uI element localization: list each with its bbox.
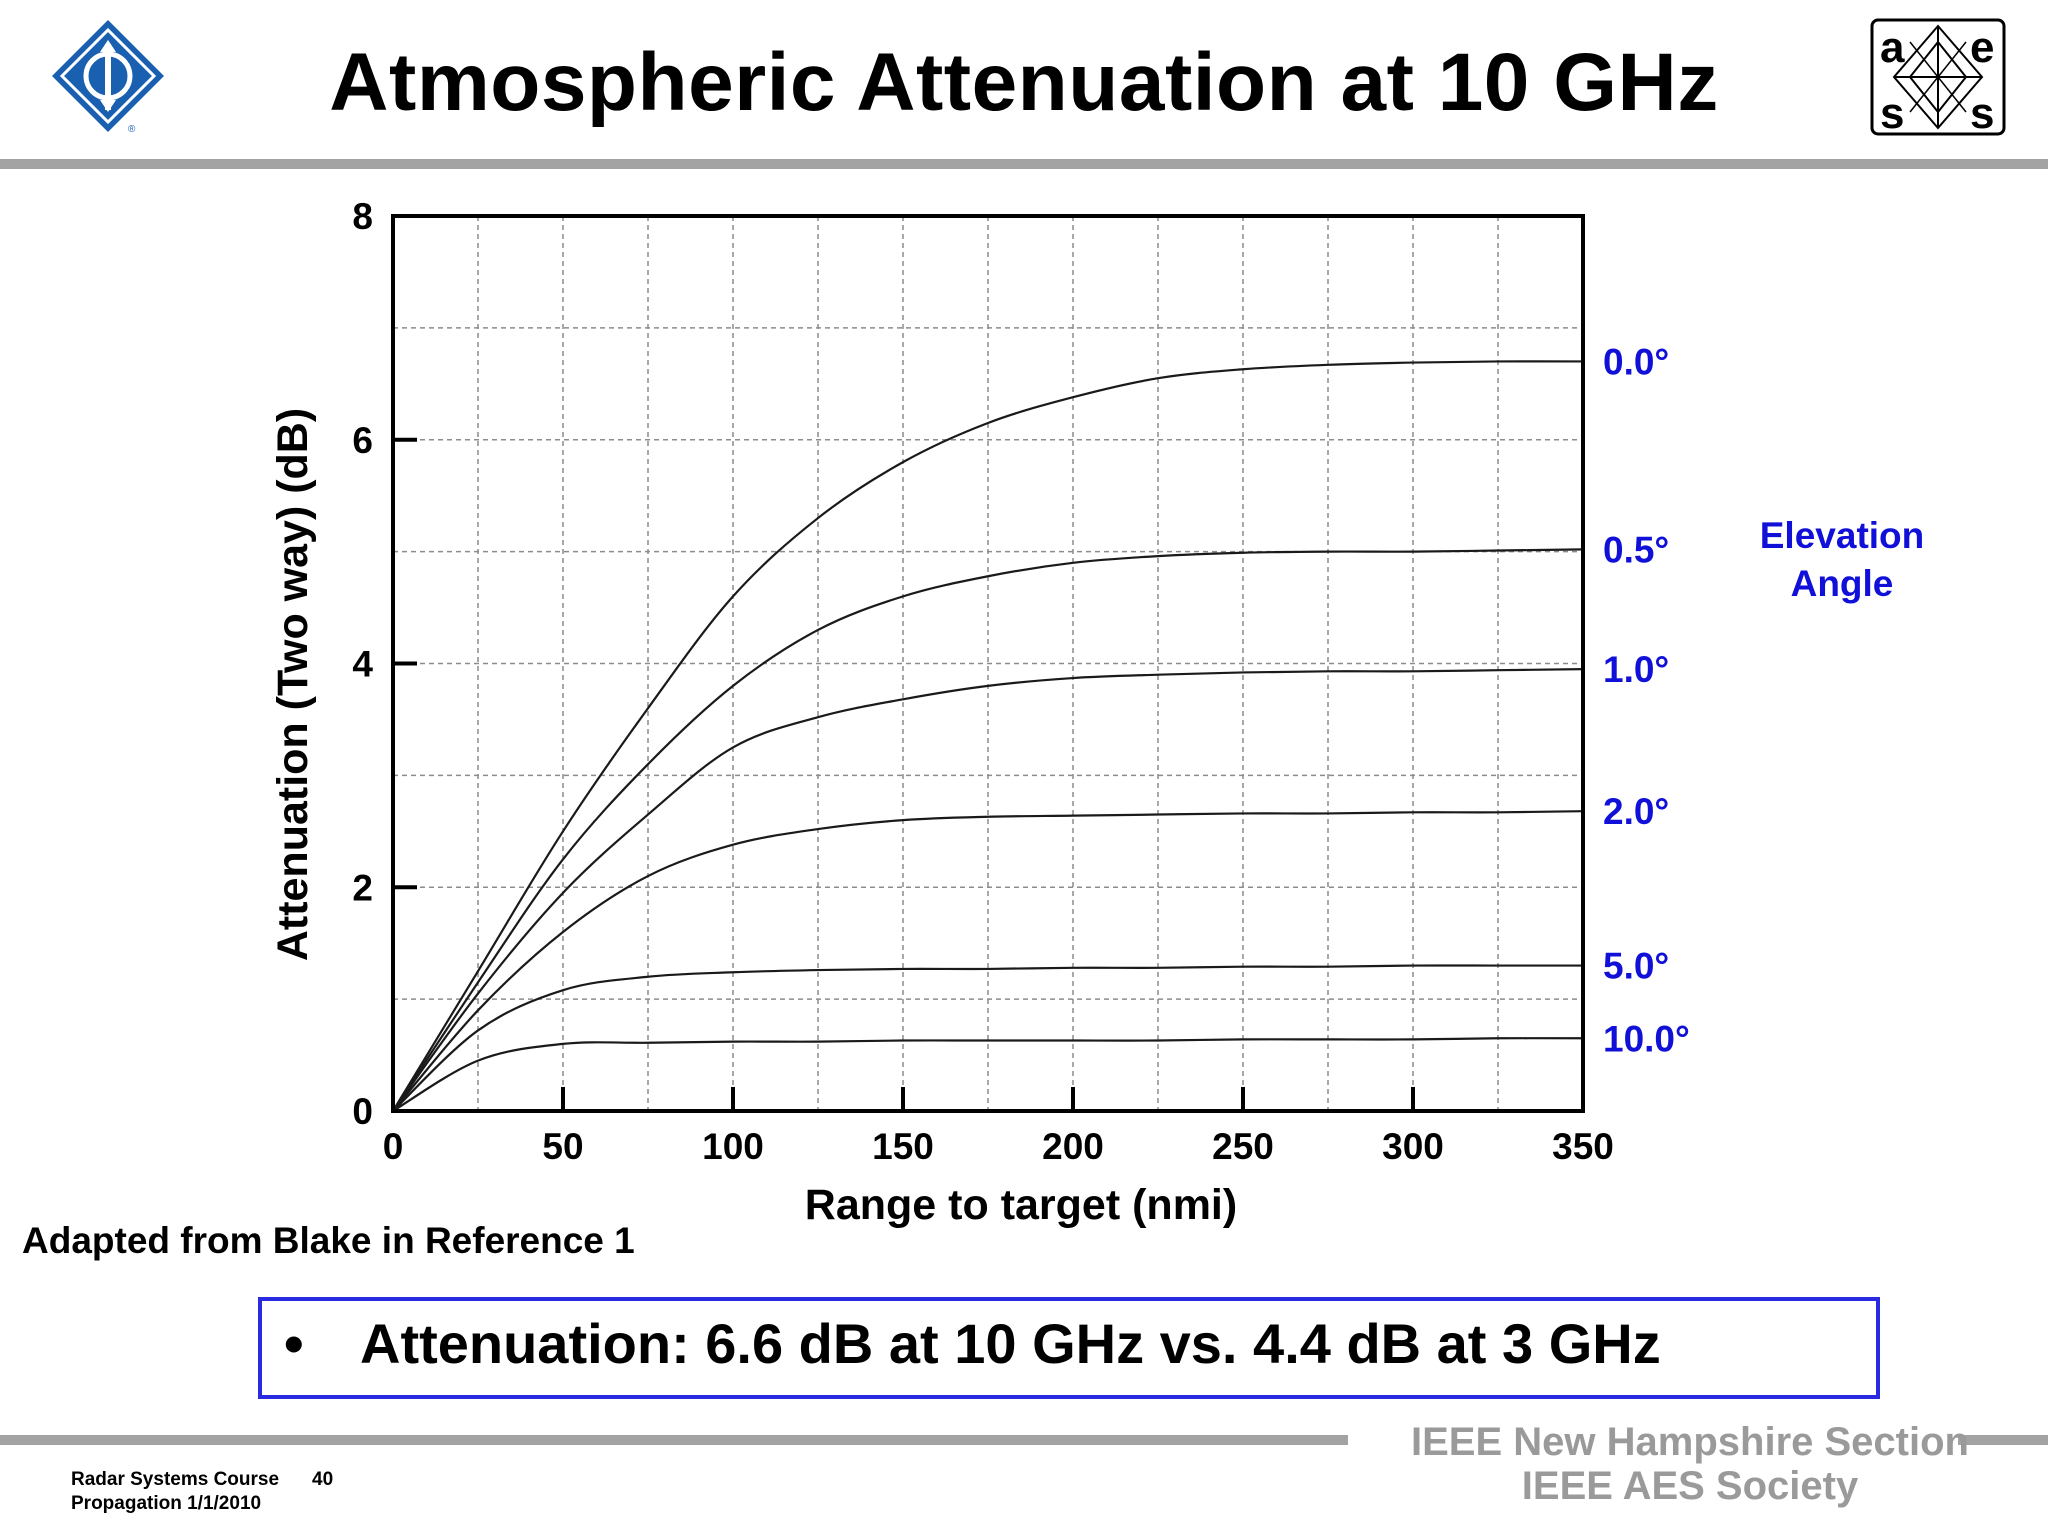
legend-title-line-0: Elevation	[1760, 515, 1925, 556]
footer-org-line1: IEEE New Hampshire Section	[1411, 1420, 1969, 1464]
grid-layer	[393, 216, 1583, 1111]
footer-divider-right	[1958, 1435, 2048, 1445]
series-label-0: 0.0°	[1603, 341, 1669, 382]
page-title: Atmospheric Attenuation at 10 GHz	[329, 37, 1719, 128]
y-tick-label-2: 4	[352, 644, 373, 685]
footer-org-line2: IEEE AES Society	[1521, 1464, 1859, 1508]
ieee-diamond-icon: ®	[52, 20, 164, 135]
series-line-4	[392, 964, 1583, 1112]
footer-divider-left	[0, 1435, 1348, 1445]
aes-letter-a: a	[1880, 23, 1905, 72]
x-tick-label-0: 0	[383, 1126, 404, 1167]
axes-layer	[391, 214, 1585, 1113]
header-divider	[0, 159, 2048, 169]
x-tick-label-5: 250	[1212, 1126, 1274, 1167]
aes-letter-e: e	[1970, 23, 1994, 72]
aes-letter-s-right: s	[1970, 89, 1994, 136]
x-tick-label-2: 100	[702, 1126, 764, 1167]
ieee-logo: ®	[48, 16, 168, 136]
series-line-2	[392, 667, 1584, 1112]
callout-text: Attenuation: 6.6 dB at 10 GHz vs. 4.4 dB…	[360, 1312, 1661, 1375]
y-axis-title: Attenuation (Two way) (dB)	[269, 408, 317, 961]
y-tick-label-0: 0	[352, 1091, 373, 1132]
series-label-2: 1.0°	[1603, 649, 1669, 690]
y-tick-label-4: 8	[352, 196, 373, 237]
y-tick-label-1: 2	[352, 867, 373, 908]
legend-title-line-1: Angle	[1791, 563, 1894, 604]
x-tick-label-4: 200	[1042, 1126, 1104, 1167]
series-label-5: 10.0°	[1603, 1018, 1690, 1059]
footer-course-topic: Propagation 1/1/2010	[71, 1493, 262, 1514]
y-tick-label-3: 6	[352, 420, 373, 461]
footer-course-name: Radar Systems Course	[71, 1469, 280, 1490]
footer-page-number: 40	[312, 1469, 334, 1490]
bullet-icon: •	[284, 1312, 304, 1375]
series-line-5	[392, 1037, 1584, 1112]
source-note: Adapted from Blake in Reference 1	[22, 1220, 635, 1261]
x-tick-label-7: 350	[1552, 1126, 1614, 1167]
x-tick-label-1: 50	[542, 1126, 583, 1167]
callout-box: • Attenuation: 6.6 dB at 10 GHz vs. 4.4 …	[258, 1297, 1880, 1399]
series-label-4: 5.0°	[1603, 946, 1669, 987]
series-layer	[392, 360, 1584, 1112]
x-tick-label-6: 300	[1382, 1126, 1444, 1167]
series-label-3: 2.0°	[1603, 791, 1669, 832]
series-label-1: 0.5°	[1603, 529, 1669, 570]
series-line-0	[392, 360, 1584, 1112]
series-line-1	[392, 548, 1584, 1112]
aes-letter-s-left: s	[1880, 89, 1904, 136]
x-tick-label-3: 150	[872, 1126, 934, 1167]
attenuation-chart: 0.0° 0.5° 1.0° 2.0° 5.0° 10.0° 0 50 100 150 200 250…	[269, 196, 1924, 1229]
x-axis-title: Range to target (nmi)	[805, 1181, 1237, 1229]
aes-logo: a e s s	[1870, 18, 2006, 138]
svg-text:®: ®	[128, 124, 136, 135]
series-line-3	[392, 810, 1584, 1112]
label-layer: 0.0° 0.5° 1.0° 2.0° 5.0° 10.0° 0 50 100 150 200 250…	[269, 196, 1924, 1229]
